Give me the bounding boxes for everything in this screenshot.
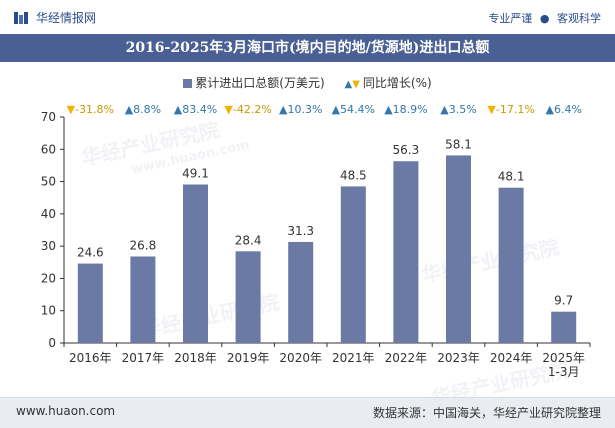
legend-down-triangle-icon: ▼ (352, 79, 360, 90)
slogan: 专业严谨 ● 客观科学 (488, 10, 601, 26)
bar (288, 241, 314, 343)
growth-label: ▲8.8% (125, 103, 161, 116)
legend-growth-item: ▲▼ 同比增长(%) (345, 74, 432, 91)
bar-value-label: 24.6 (77, 246, 104, 260)
x-tick-label: 2020年 (279, 351, 322, 365)
bar-value-label: 31.3 (287, 224, 314, 238)
growth-label: ▲18.9% (384, 103, 427, 116)
growth-label: ▲83.4% (174, 103, 217, 116)
x-tick-label: 2023年 (437, 351, 480, 365)
x-tick-label: 2018年 (174, 351, 217, 365)
legend-bar-swatch (183, 79, 193, 88)
legend-up-triangle-icon: ▲ (344, 79, 353, 90)
legend: 累计进出口总额(万美元) ▲▼ 同比增长(%) (0, 74, 615, 91)
x-tick-label: 2024年 (490, 351, 533, 365)
y-tick-label: 70 (41, 110, 56, 124)
bar-value-label: 26.8 (130, 238, 157, 252)
bar (77, 263, 103, 343)
bar (130, 256, 156, 343)
bar (393, 161, 419, 343)
bar-value-label: 56.3 (393, 143, 420, 157)
growth-label: ▼-42.2% (224, 103, 271, 116)
footer-bar (0, 397, 615, 428)
huajing-logo-icon (14, 12, 28, 24)
legend-bar-label: 累计进出口总额(万美元) (195, 76, 325, 90)
y-tick-label: 0 (48, 336, 56, 350)
bar-value-label: 58.1 (445, 137, 472, 151)
bar (446, 155, 471, 343)
x-tick-label: 2022年 (385, 351, 428, 365)
bar-value-label: 49.1 (182, 166, 209, 180)
footer-site: www.huaon.com (16, 404, 116, 418)
y-tick-label: 60 (41, 142, 56, 156)
x-tick-label: 2021年 (332, 351, 375, 365)
y-tick-label: 20 (41, 271, 56, 285)
slogan-left: 专业严谨 (488, 12, 533, 25)
top-bar: 华经情报网 专业严谨 ● 客观科学 (0, 0, 615, 34)
x-tick-label: 2017年 (122, 351, 165, 365)
x-tick-label: 1-3月 (548, 365, 580, 379)
growth-label: ▲6.4% (545, 103, 581, 116)
y-tick-label: 10 (41, 304, 56, 318)
x-tick-label: 2019年 (227, 351, 270, 365)
y-tick-label: 40 (41, 207, 56, 221)
bar (551, 311, 577, 343)
slogan-dot-icon: ● (539, 12, 550, 25)
bar (235, 251, 261, 343)
growth-label: ▲54.4% (332, 103, 375, 116)
bar (498, 187, 524, 343)
bar-value-label: 48.5 (340, 168, 367, 182)
chart-title: 2016-2025年3月海口市(境内目的地/货源地)进出口总额 (125, 40, 490, 56)
footer-source: 数据来源：中国海关，华经产业研究院整理 (372, 406, 601, 420)
growth-label: ▲3.5% (440, 103, 476, 116)
y-tick-label: 50 (41, 175, 56, 189)
y-tick-label: 30 (41, 239, 56, 253)
growth-label: ▲10.3% (279, 103, 322, 116)
bar-value-label: 28.4 (235, 233, 262, 247)
legend-growth-label: 同比增长(%) (362, 76, 432, 90)
growth-label: ▼-31.8% (67, 103, 114, 116)
legend-bar-item: 累计进出口总额(万美元) (183, 74, 325, 91)
x-tick-label: 2016年 (69, 351, 112, 365)
brand-name: 华经情报网 (36, 11, 97, 25)
bar (183, 184, 208, 343)
slogan-right: 客观科学 (557, 12, 601, 25)
growth-label: ▼-17.1% (487, 103, 534, 116)
x-tick-label: 2025年 (542, 351, 585, 365)
bar-value-label: 9.7 (554, 294, 573, 308)
bar (340, 186, 366, 343)
title-bar (0, 34, 615, 62)
bar-value-label: 48.1 (498, 170, 525, 184)
